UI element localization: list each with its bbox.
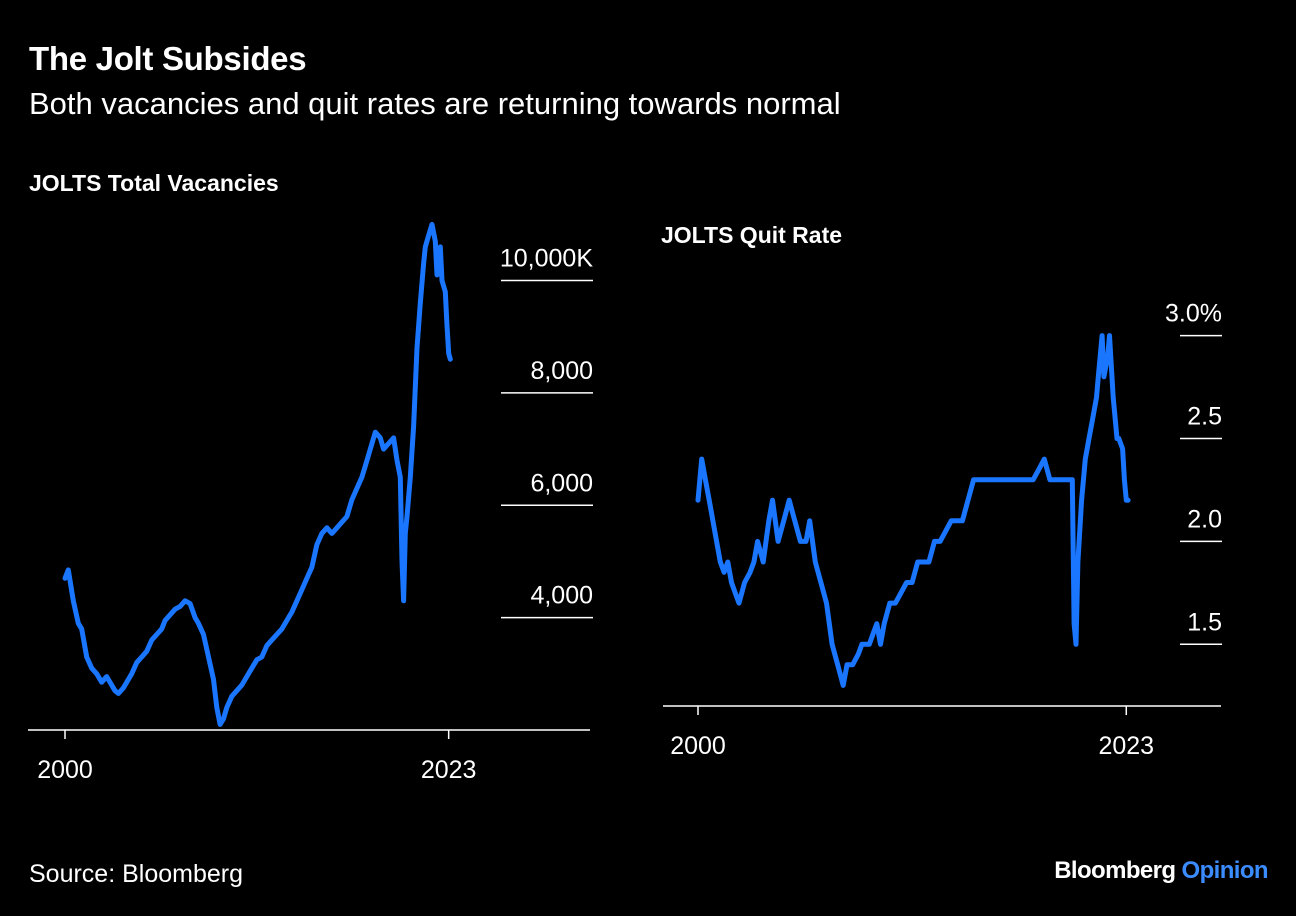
vac-ytick-label-1: 8,000	[530, 357, 593, 385]
vac-ytick-label-3: 4,000	[530, 582, 593, 610]
quit-ytick-label-3: 1.5	[1187, 608, 1222, 636]
quit-ytick-label-0: 3.0%	[1165, 300, 1222, 328]
vac-xtick-label-1: 2023	[421, 756, 477, 784]
vac-xtick-label-0: 2000	[37, 756, 93, 784]
page-subtitle: Both vacancies and quit rates are return…	[29, 86, 841, 121]
vac-ytick-label-0: 10,000K	[500, 245, 593, 273]
quit-ytick-label-2: 2.0	[1187, 505, 1222, 533]
page-title: The Jolt Subsides	[29, 40, 307, 77]
vac-ytick-label-2: 6,000	[530, 469, 593, 497]
brand-secondary: Opinion	[1181, 857, 1269, 884]
brand-primary: Bloomberg	[1054, 857, 1176, 884]
quit-ytick-label-1: 2.5	[1187, 403, 1222, 431]
quit-series-line-0	[695, 333, 1131, 688]
brand-logo: Bloomberg Opinion	[1054, 857, 1268, 885]
quit-xtick-label-0: 2000	[670, 732, 726, 760]
vacancies-chart-title: JOLTS Total Vacancies	[29, 170, 279, 196]
vac-series-line-0	[62, 221, 453, 727]
quit-rate-chart-title: JOLTS Quit Rate	[661, 222, 843, 248]
source-note: Source: Bloomberg	[29, 860, 244, 888]
quit-xtick-label-1: 2023	[1098, 732, 1154, 760]
